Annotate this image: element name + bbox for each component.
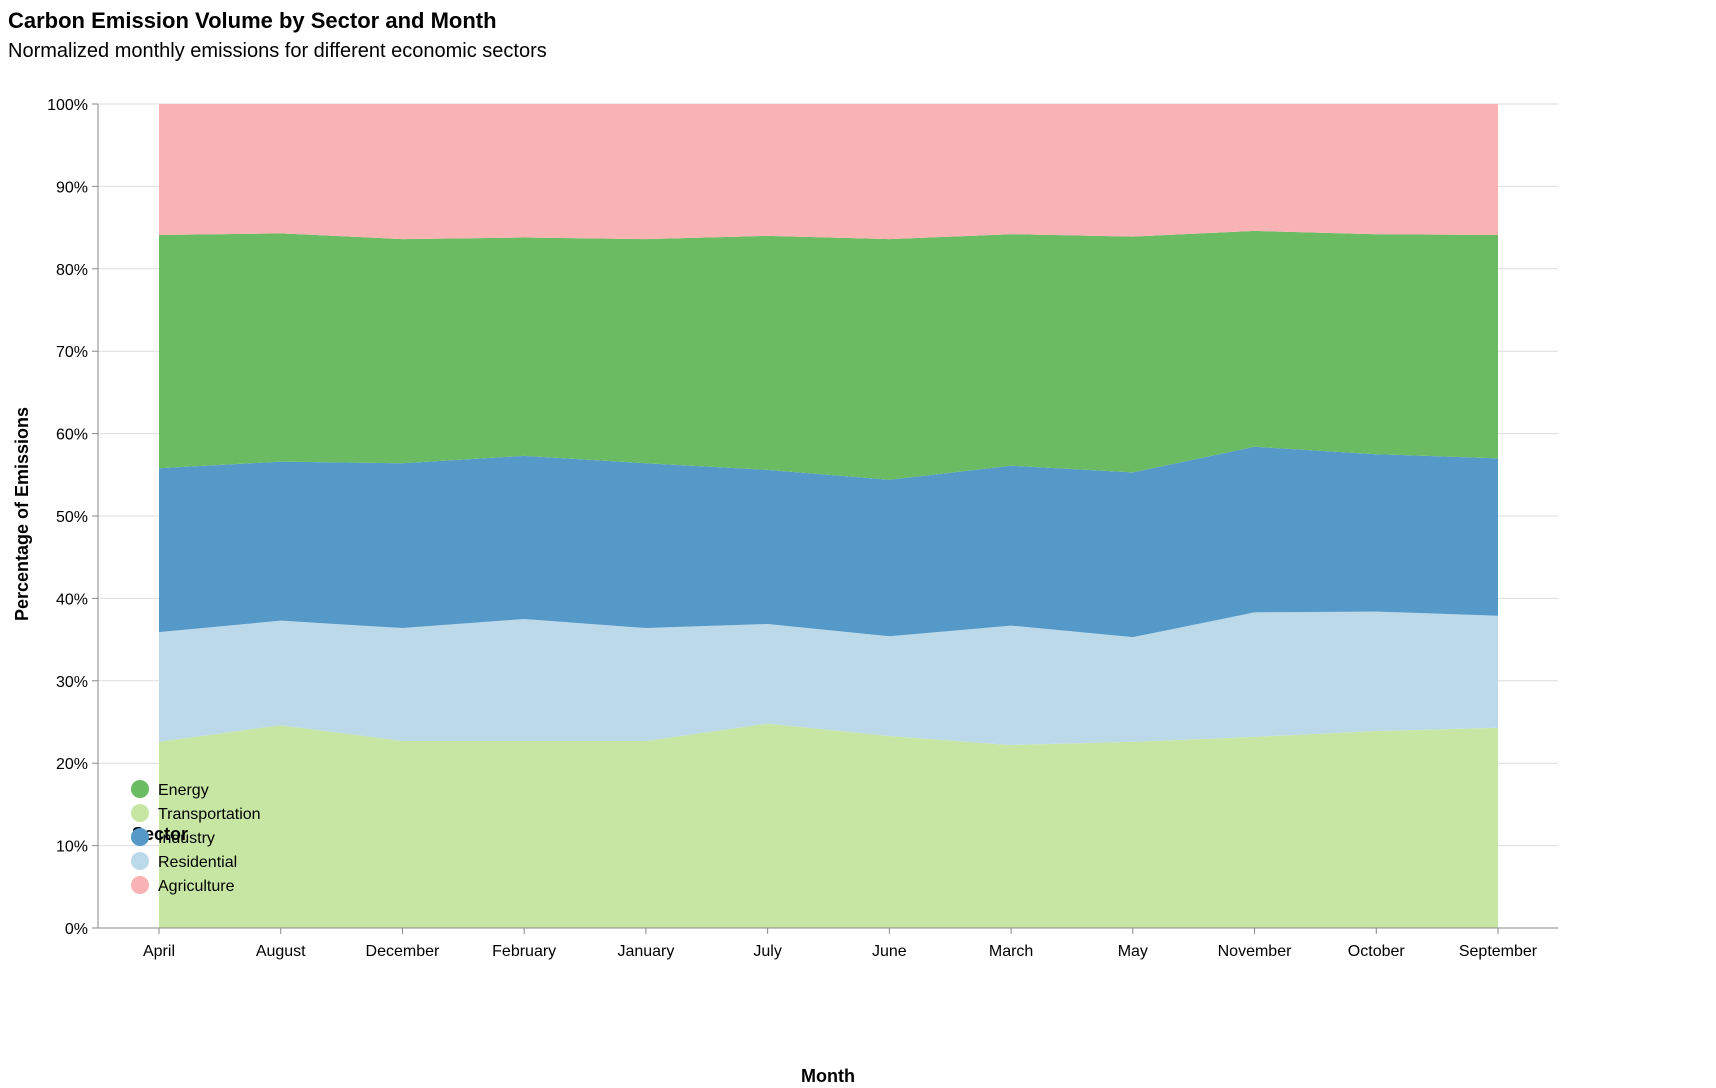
area-transportation: [159, 723, 1498, 928]
axes: 0% 10% 20% 30% 40% 50% 60% 70% 80% 90% 100% April Au…: [47, 97, 1558, 960]
y-tick-label: 60%: [56, 427, 88, 444]
area-energy: [159, 230, 1498, 480]
legend-label-agriculture: Agriculture: [158, 878, 235, 895]
chart-subtitle: Normalized monthly emissions for differe…: [8, 40, 547, 62]
legend-swatch-transportation: [131, 804, 149, 822]
legend-label-residential: Residential: [158, 854, 237, 871]
legend-swatch-agriculture: [131, 876, 149, 894]
x-tick-label: August: [256, 943, 306, 960]
y-tick-label: 50%: [56, 509, 88, 526]
x-tick-label: September: [1459, 943, 1538, 960]
area-agriculture: [159, 104, 1498, 240]
legend-label-industry: Industry: [158, 830, 215, 847]
x-tick-label: April: [143, 943, 175, 960]
legend-label-transportation: Transportation: [158, 806, 261, 823]
y-axis-title: Percentage of Emissions: [12, 407, 32, 621]
y-tick-label: 20%: [56, 756, 88, 773]
y-tick-label: 0%: [65, 921, 88, 938]
x-tick-label: February: [492, 943, 556, 960]
y-tick-label: 70%: [56, 344, 88, 361]
x-tick-label: October: [1348, 943, 1406, 960]
x-tick-label: July: [753, 943, 781, 960]
y-tick-label: 10%: [56, 839, 88, 856]
legend-label-energy: Energy: [158, 782, 209, 799]
legend-swatch-industry: [131, 828, 149, 846]
y-tick-label: 40%: [56, 591, 88, 608]
x-tick-label: May: [1118, 943, 1148, 960]
area-residential: [159, 611, 1498, 746]
x-tick-label: January: [617, 943, 674, 960]
area-industry: [159, 446, 1498, 638]
x-axis-title: Month: [801, 1066, 855, 1086]
area-layers: [159, 104, 1498, 928]
legend: Sector EnergyTransportationIndustryResid…: [131, 780, 261, 895]
y-tick-label: 30%: [56, 674, 88, 691]
x-tick-label: December: [366, 943, 440, 960]
x-tick-label: November: [1218, 943, 1292, 960]
x-tick-label: June: [872, 943, 907, 960]
y-tick-label: 100%: [47, 97, 88, 114]
chart-title: Carbon Emission Volume by Sector and Mon…: [8, 8, 497, 33]
legend-swatch-energy: [131, 780, 149, 798]
y-tick-label: 90%: [56, 179, 88, 196]
legend-swatch-residential: [131, 852, 149, 870]
x-tick-label: March: [989, 943, 1033, 960]
y-tick-label: 80%: [56, 262, 88, 279]
